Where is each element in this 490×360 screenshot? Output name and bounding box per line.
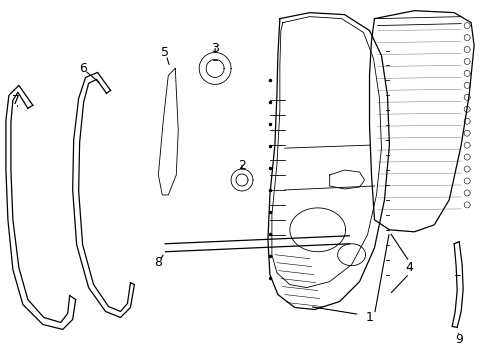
Text: 8: 8 [154, 256, 162, 269]
Text: 6: 6 [79, 62, 87, 75]
Text: 2: 2 [238, 158, 246, 172]
Text: 3: 3 [211, 42, 219, 55]
Text: 9: 9 [455, 333, 463, 346]
Text: 7: 7 [12, 94, 20, 107]
Text: 5: 5 [161, 46, 170, 59]
Text: 4: 4 [405, 261, 413, 274]
Text: 1: 1 [366, 311, 373, 324]
Polygon shape [165, 236, 350, 252]
